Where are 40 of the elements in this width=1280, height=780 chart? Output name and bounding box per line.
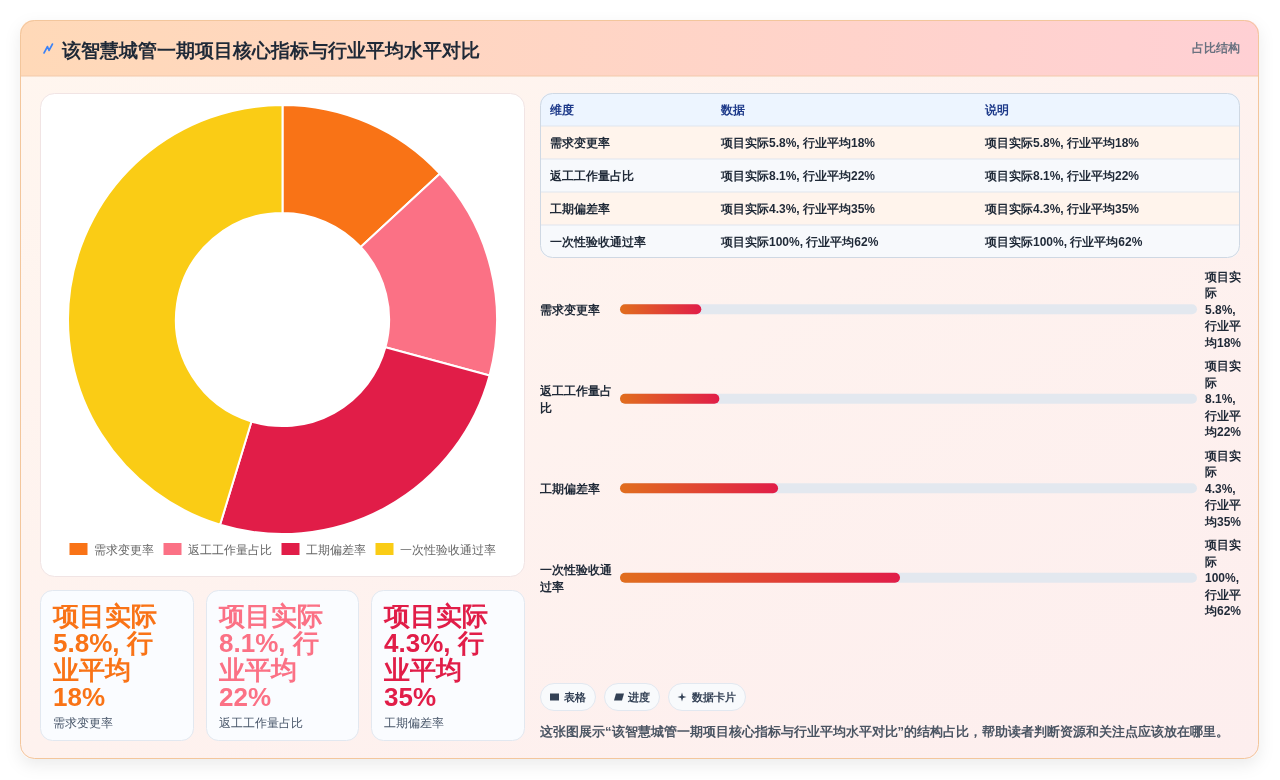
text: 项目实际100%, 行业平均62% [721,235,879,249]
text: 表格 [563,691,587,703]
data-label: 项目实际100%, 行业平均62% [1204,538,1243,619]
text: 项目实际4.3%, 行业平均35% [383,601,488,712]
text: 这张图展示“该智慧城管一期项目核心指标与行业平均水平对比”的结构占比，帮助读者判断资源和关注点应该放在哪里。 [539,724,1229,739]
y-tick-label: 需求变更率 [540,302,600,317]
data-label: 项目实际5.8%, 行业平均18% [1204,269,1242,350]
text: 进度 [627,691,650,703]
text: 该智慧城管一期项目核心指标与行业平均水平对比 [61,40,480,61]
text: 项目实际4.3%, 行业平均35% [721,202,876,216]
y-tick-label: 工期偏差率 [539,481,600,496]
text: 数据卡片 [691,691,736,703]
text: 需求变更率 [53,716,113,730]
legend-label: 返工工作量占比 [187,542,272,557]
category-label: 数据 [720,103,745,117]
text: 返工工作量占比 [219,716,303,730]
bar [620,304,702,315]
text: 项目实际8.1%, 行业平均22% [721,169,876,183]
text: 项目实际5.8%, 行业平均18% [52,601,157,712]
bar [620,483,779,494]
category-label: 返工工作量占比 [550,169,634,183]
category-label: 一次性验收通过率 [550,235,646,249]
text: 项目实际8.1%, 行业平均22% [218,601,323,712]
y-tick-label: 一次性验收通过率 [539,563,613,594]
text: 项目实际8.1%, 行业平均22% [985,169,1140,183]
legend-label: 工期偏差率 [305,542,366,557]
category-label: 说明 [984,103,1009,117]
text: 占比结构 [1192,41,1240,55]
text: 项目实际4.3%, 行业平均35% [985,202,1140,216]
text: 项目实际5.8%, 行业平均18% [985,136,1140,150]
text: 项目实际5.8%, 行业平均18% [721,136,876,150]
text: 项目实际100%, 行业平均62% [985,235,1143,249]
text: 工期偏差率 [384,716,444,730]
legend-label: 需求变更率 [93,542,154,557]
legend-label: 一次性验收通过率 [399,542,496,557]
data-label: 项目实际8.1%, 行业平均22% [1204,359,1242,440]
data-label: 项目实际4.3%, 行业平均35% [1204,448,1242,529]
y-tick-label: 返工工作量占比 [539,384,612,415]
text: 维度 [549,103,574,117]
bar [620,393,720,404]
